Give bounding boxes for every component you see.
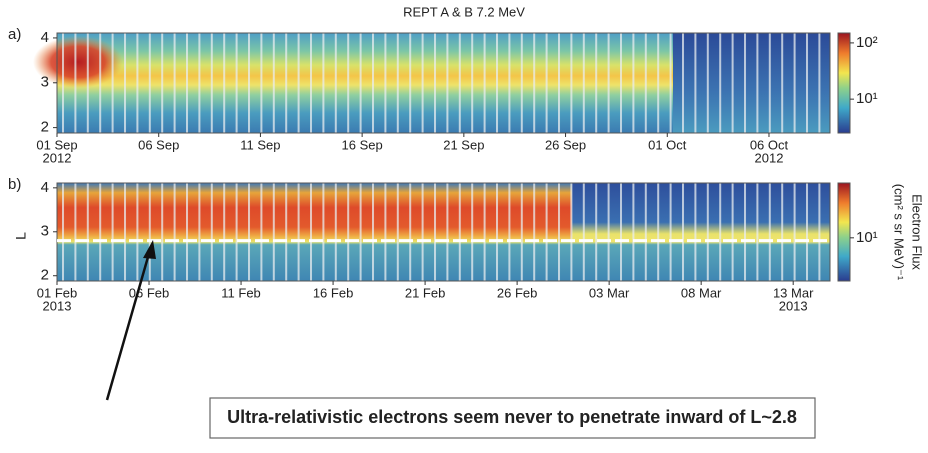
panel-label: a) [8, 26, 21, 43]
x-year-label: 2012 [755, 150, 784, 165]
x-tick-label: 01 Sep [36, 137, 77, 152]
panels: a) 2 3 4 01 Sep 06 Sep 11 Sep 16 Sep 21 Sep 26 Se… [8, 26, 925, 313]
colorbar-title: Electron Flux [910, 194, 925, 270]
y-tick-label: 3 [41, 223, 49, 240]
annotation-box [209, 397, 816, 439]
annotation: Ultra-relativistic electrons seem never … [105, 240, 816, 439]
x-year-label: 2012 [43, 150, 72, 165]
figure-title: REPT A & B 7.2 MeV [403, 4, 525, 19]
annotation-text: Ultra-relativistic electrons seem never … [227, 407, 797, 427]
y-tick-label: 2 [41, 119, 49, 136]
x-tick-label: 26 Feb [497, 285, 537, 300]
x-tick-label: 01 Oct [648, 137, 687, 152]
colorbar-units: (cm² s sr MeV)⁻¹ [892, 184, 907, 281]
x-year-label: 2013 [43, 298, 72, 313]
x-tick-label: 16 Feb [313, 285, 353, 300]
colorbar [837, 182, 851, 282]
y-tick-label: 3 [41, 74, 49, 91]
x-tick-label: 21 Feb [405, 285, 445, 300]
x-tick-label: 16 Sep [342, 137, 383, 152]
y-tick-label: 4 [41, 179, 49, 196]
x-tick-label: 06 Feb [129, 285, 169, 300]
panel-label: b) [8, 176, 21, 193]
x-tick-label: 06 Sep [138, 137, 179, 152]
y-tick-label: 4 [41, 29, 49, 46]
x-tick-label: 21 Sep [443, 137, 484, 152]
x-tick-label: 11 Feb [221, 285, 261, 300]
arrow [105, 249, 152, 401]
x-tick-label: 06 Oct [750, 137, 789, 152]
colorbar-tick-label: 10¹ [856, 229, 878, 246]
x-tick-label: 03 Mar [589, 285, 630, 300]
x-tick-label: 26 Sep [545, 137, 586, 152]
y-tick-label: 2 [41, 267, 49, 284]
arrow-head [143, 240, 156, 259]
x-tick-label: 13 Mar [773, 285, 814, 300]
data-gaps [57, 33, 830, 133]
colorbar [837, 32, 851, 134]
y-axis-label: L [13, 232, 29, 240]
x-year-label: 2013 [779, 298, 808, 313]
colorbar-tick-label: 10¹ [856, 90, 878, 107]
x-tick-label: 08 Mar [681, 285, 722, 300]
colorbar-tick-label: 10² [856, 34, 878, 51]
x-tick-label: 01 Feb [37, 285, 77, 300]
data-gaps [57, 183, 830, 281]
x-tick-label: 11 Sep [240, 137, 280, 152]
